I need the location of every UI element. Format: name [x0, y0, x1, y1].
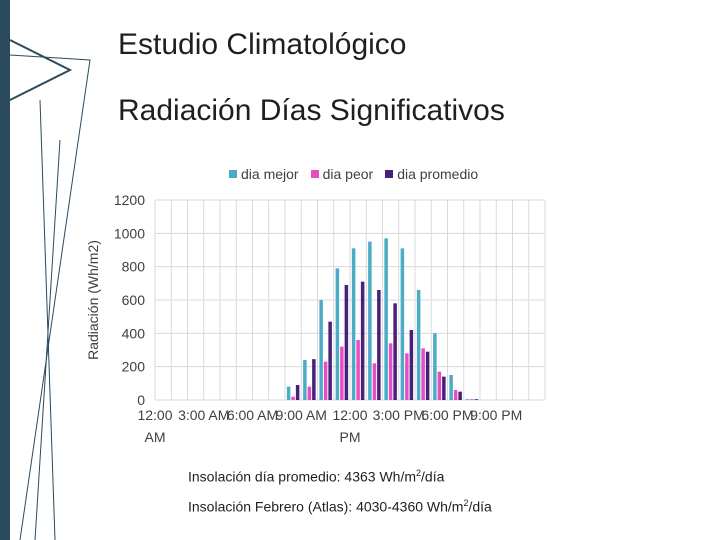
chart-legend: dia mejor dia peor dia promedio [229, 166, 478, 182]
bar-dia-promedio [409, 330, 414, 400]
x-tick-label: 6:00 PM [421, 407, 473, 423]
bar-dia-mejor [416, 290, 421, 400]
note-2-suffix: /día [468, 498, 492, 515]
note-1-suffix: /día [421, 468, 445, 485]
x-tick-label-suffix: AM [145, 429, 166, 445]
y-tick-label: 1000 [114, 225, 145, 241]
decorative-lines [9, 39, 91, 540]
bar-dia-mejor [368, 241, 372, 400]
legend-swatch-dia-promedio [385, 170, 394, 178]
bar-dia-mejor [384, 238, 388, 400]
bar-dia-peor [388, 343, 393, 400]
note-insolacion-promedio: Insolación día promedio: 4363 Wh/m2/día [188, 468, 444, 485]
bar-dia-promedio [458, 391, 462, 400]
x-tick-label: 3:00 PM [373, 407, 425, 423]
bar-dia-peor [372, 363, 377, 400]
bar-dia-promedio [393, 303, 397, 400]
y-tick-label: 200 [122, 359, 146, 375]
note-1-text: Insolación día promedio: 4363 Wh/m [188, 468, 417, 485]
bar-dia-mejor [286, 386, 291, 400]
bar-dia-peor [437, 371, 442, 400]
legend-item-dia-promedio: dia promedio [385, 166, 478, 182]
bar-dia-mejor [319, 300, 323, 400]
bar-dia-peor [307, 386, 312, 400]
note-2-sup: 2 [463, 498, 469, 508]
bar-dia-mejor [433, 333, 437, 400]
legend-item-dia-mejor: dia mejor [229, 166, 299, 182]
bar-dia-mejor [449, 375, 453, 400]
bar-dia-promedio [425, 351, 430, 400]
x-tick-label: 12:00 [137, 407, 172, 423]
x-tick-label: 3:00 AM [178, 407, 229, 423]
bar-dia-peor [291, 396, 295, 400]
legend-label-dia-peor: dia peor [322, 166, 374, 182]
y-tick-label: 400 [122, 325, 146, 341]
bar-dia-peor [340, 346, 344, 400]
x-tick-label: 12:00 [332, 407, 367, 423]
note-1-sup: 2 [416, 468, 422, 478]
x-tick-label-suffix: PM [340, 429, 361, 445]
bar-dia-promedio [344, 285, 349, 400]
radiation-bar-chart: 0 200 400 600 800 1000 1200 Radiación (Wh/m2) 12… [85, 192, 546, 445]
bar-dia-mejor [335, 268, 340, 400]
x-tick-label: 9:00 AM [276, 407, 327, 423]
bar-dia-mejor [303, 360, 307, 400]
slide-title: Estudio Climatológico [118, 28, 407, 61]
y-tick-label: 600 [122, 292, 146, 308]
bar-dia-mejor [465, 399, 470, 400]
bar-dia-peor [470, 399, 474, 400]
bar-dia-peor [453, 390, 458, 400]
legend-swatch-dia-mejor [229, 170, 237, 178]
bar-dia-promedio [360, 281, 365, 400]
bar-dia-peor [323, 361, 328, 400]
y-axis-title: Radiación (Wh/m2) [85, 240, 101, 360]
bar-dia-promedio [328, 321, 332, 400]
y-tick-label: 0 [137, 392, 145, 408]
bar-dia-mejor [351, 248, 356, 400]
bar-dia-promedio [312, 359, 316, 400]
bar-dia-promedio [295, 385, 300, 400]
legend-label-dia-mejor: dia mejor [241, 166, 299, 182]
note-insolacion-febrero: Insolación Febrero (Atlas): 4030-4360 Wh… [188, 498, 492, 515]
note-2-text: Insolación Febrero (Atlas): 4030-4360 Wh… [188, 498, 464, 515]
left-accent-band [0, 0, 10, 540]
legend-swatch-dia-peor [310, 170, 319, 178]
y-tick-label: 1200 [114, 192, 145, 208]
bar-dia-promedio [377, 290, 381, 400]
y-tick-label: 800 [122, 259, 146, 275]
legend-label-dia-promedio: dia promedio [397, 166, 479, 182]
x-tick-label: 6:00 AM [227, 407, 278, 423]
bar-dia-peor [405, 353, 409, 400]
slide-subtitle: Radiación Días Significativos [118, 94, 505, 127]
bar-dia-promedio [474, 399, 479, 400]
legend-item-dia-peor: dia peor [310, 166, 374, 182]
bar-dia-mejor [400, 248, 405, 400]
bar-dia-promedio [442, 376, 446, 400]
x-tick-label: 9:00 PM [470, 407, 522, 423]
bar-dia-peor [356, 340, 360, 400]
bar-dia-peor [421, 348, 425, 400]
